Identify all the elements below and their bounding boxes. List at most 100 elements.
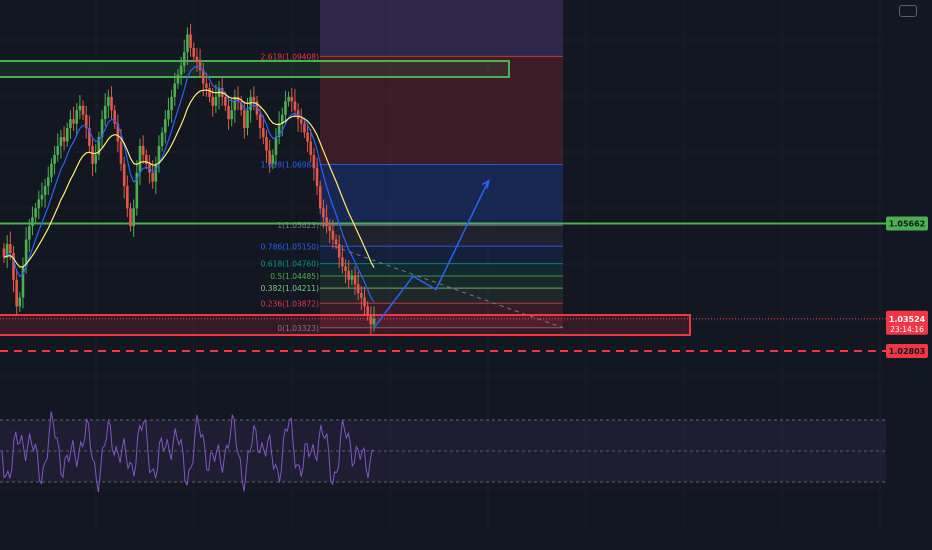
candle-body — [84, 114, 88, 129]
candle-body — [299, 119, 303, 124]
projection-line — [373, 181, 489, 329]
fib-zone-top — [320, 0, 563, 57]
candle-body — [227, 105, 230, 120]
candle-body — [145, 154, 148, 164]
candle-body — [318, 186, 322, 209]
candle-body — [366, 306, 369, 316]
candle-body — [350, 275, 354, 280]
candle-body — [43, 186, 47, 195]
fib-zone — [320, 225, 563, 247]
candle-body — [5, 244, 9, 258]
candle-body — [224, 96, 227, 106]
candle-body — [337, 244, 341, 258]
candle-body — [21, 266, 25, 298]
candle-body — [167, 110, 170, 120]
candle-body — [91, 145, 94, 164]
candle-body — [268, 150, 271, 164]
candle-body — [363, 297, 366, 307]
candle-body — [230, 110, 233, 120]
candle-body — [262, 128, 265, 138]
candle-body — [163, 119, 167, 133]
candle-body — [315, 168, 319, 187]
candle-body — [116, 123, 120, 142]
fib-label: 0.618(1.04760) — [261, 260, 319, 269]
candle-body — [113, 110, 116, 124]
candle-body — [265, 137, 268, 151]
candle-body — [328, 226, 332, 231]
candle-body — [53, 154, 56, 164]
candle-body — [306, 132, 309, 142]
candle-body — [2, 248, 6, 258]
candle-body — [287, 96, 290, 102]
candle-body — [88, 128, 91, 146]
candle-body — [97, 137, 101, 155]
candle-body — [122, 163, 126, 187]
candle-body — [322, 208, 325, 218]
arrow-head — [481, 179, 491, 189]
fib-levels: 2.618(1.09408) 1.618(1.06984) 1(1.05623) 0.… — [261, 52, 563, 333]
candle-body — [135, 172, 139, 209]
candle-body — [325, 217, 328, 227]
candle-body — [141, 145, 145, 155]
fib-label: 0.382(1.04211) — [261, 284, 319, 293]
fib-label: 0.236(1.03872) — [261, 299, 319, 308]
candle-body — [9, 244, 12, 253]
current-price-tag-bg — [886, 310, 928, 335]
candle-body — [360, 293, 363, 298]
candle-body — [65, 128, 69, 142]
candle-body — [182, 52, 186, 66]
candle-body — [233, 96, 237, 111]
candle-body — [293, 101, 297, 111]
candle-body — [132, 208, 135, 227]
candle-body — [334, 239, 338, 245]
candle-body — [94, 154, 98, 164]
candle-body — [369, 315, 373, 325]
fib-label: 1.618(1.06984) — [261, 160, 319, 169]
current-price-tag: 1.03524 — [889, 315, 926, 324]
oscillator-line — [1, 411, 375, 492]
candle-body — [186, 34, 189, 53]
candle-body — [78, 105, 82, 111]
candle-body — [236, 96, 240, 102]
candle-body — [290, 96, 294, 102]
candle-body — [195, 56, 199, 62]
price-tag: 1.02803 — [889, 347, 925, 356]
candle-body — [56, 145, 60, 155]
candle-body — [258, 114, 262, 129]
candle-body — [208, 87, 211, 97]
fib-label: 0(1.03323) — [277, 324, 319, 333]
candle-body — [157, 145, 161, 164]
candle-body — [356, 284, 360, 294]
candle-body — [205, 83, 208, 88]
candle-body — [151, 172, 154, 182]
candle-body — [347, 270, 351, 280]
candle-body — [129, 208, 132, 227]
candle-body — [50, 163, 53, 178]
candle-body — [110, 96, 113, 111]
candle-body — [15, 279, 18, 307]
supply-demand-boxes — [0, 60, 691, 336]
fib-zone — [320, 263, 563, 276]
dashed-trend-line — [333, 245, 564, 329]
candle-body — [72, 119, 75, 124]
candle-body — [18, 297, 22, 307]
demand-box — [0, 314, 691, 336]
candle-body — [75, 110, 79, 124]
candle-body — [31, 217, 34, 227]
countdown-tag: 23:14:16 — [890, 325, 924, 334]
candle-body — [303, 123, 306, 133]
candle-body — [214, 96, 218, 106]
fib-zone — [320, 288, 563, 304]
candle-body — [59, 137, 63, 146]
candle-body — [271, 154, 275, 164]
menu-icon[interactable] — [899, 5, 917, 17]
candle-body — [239, 101, 243, 111]
price-tag: 1.05662 — [889, 219, 925, 228]
candle-body — [189, 34, 192, 48]
candle-body — [372, 318, 376, 325]
fib-label: 0.786(1.05150) — [261, 242, 319, 251]
candle-body — [312, 154, 316, 169]
